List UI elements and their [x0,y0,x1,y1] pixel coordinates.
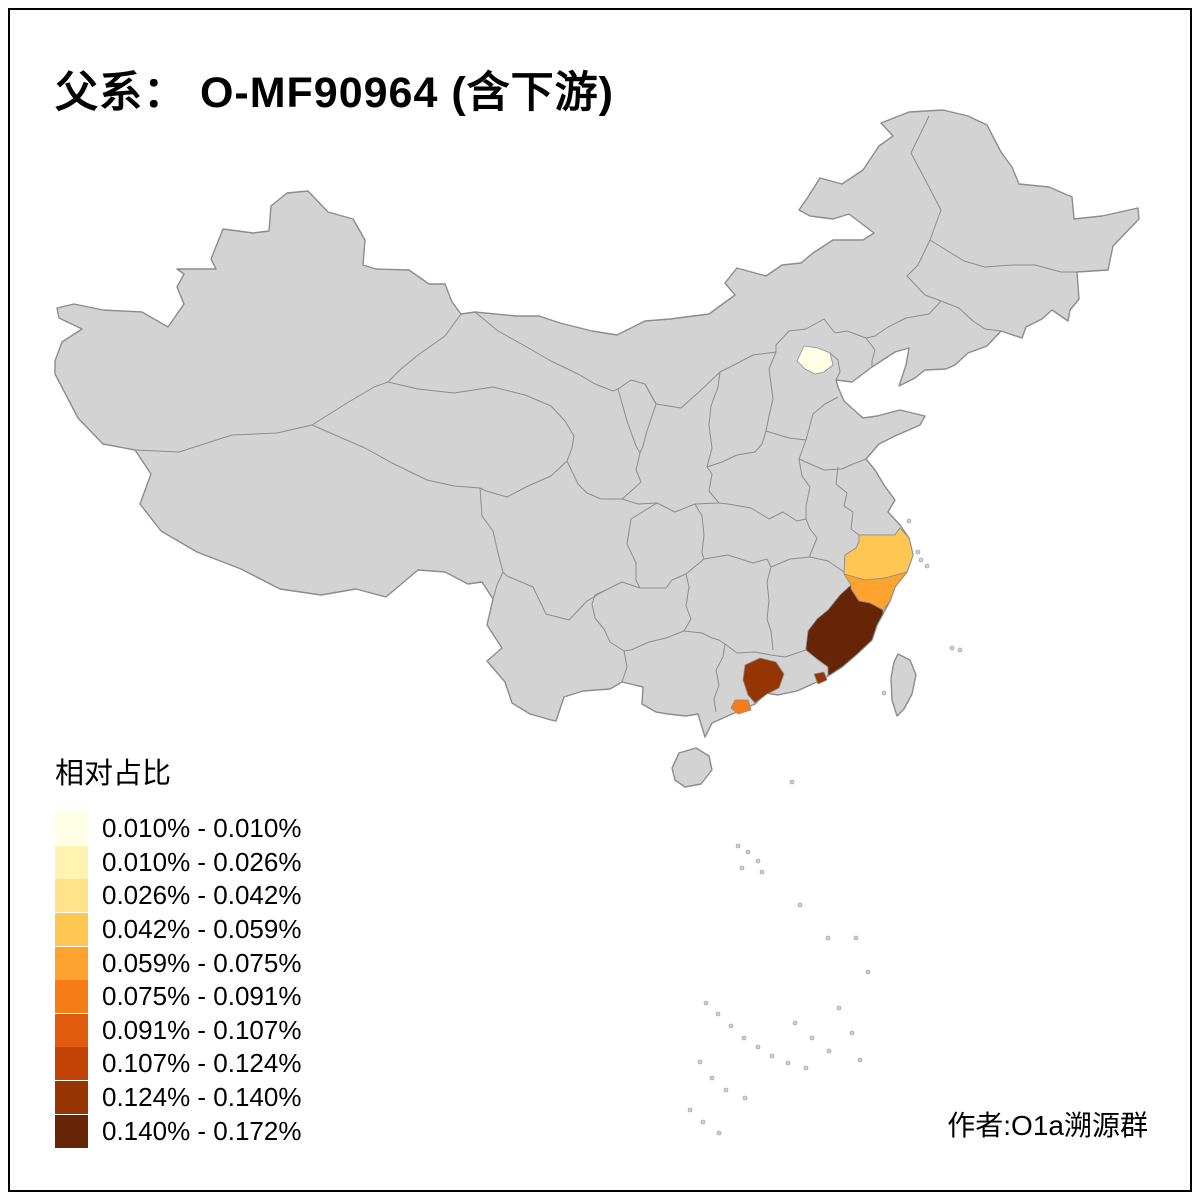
legend-swatch [55,1047,88,1081]
legend-item: 0.010% - 0.010% [55,812,301,846]
region-fujian [805,584,884,677]
legend-swatch [55,1013,88,1047]
legend-item: 0.140% - 0.172% [55,1114,301,1148]
legend-label: 0.091% - 0.107% [102,1014,302,1045]
legend-swatch [55,812,88,846]
legend-label: 0.107% - 0.124% [102,1048,302,1079]
region-southwest-guangdong-coast [730,699,752,715]
legend-swatch [55,946,88,980]
attribution: 作者:O1a溯源群 [947,1110,1148,1141]
legend-swatch [55,1081,88,1115]
legend-label: 0.059% - 0.075% [102,947,302,978]
mainland-china [54,109,1140,738]
legend-label: 0.140% - 0.172% [102,1115,302,1146]
legend-item: 0.107% - 0.124% [55,1047,301,1081]
legend-item: 0.042% - 0.059% [55,913,301,947]
legend-item: 0.010% - 0.026% [55,845,302,880]
hainan-island [671,747,713,788]
highlighted-regions [730,345,914,715]
legend-label: 0.124% - 0.140% [102,1082,302,1113]
legend-items: 0.010% - 0.010% 0.010% - 0.026% 0.026% - 0… [55,812,301,1148]
region-east-guangdong-coast [813,671,828,685]
legend-label: 0.042% - 0.059% [102,914,302,945]
figure-title: 父系： O-MF90964 (含下游) [55,69,614,117]
legend-label: 0.026% - 0.042% [102,880,302,911]
region-pearl-river-delta [742,657,785,704]
legend-swatch [55,879,88,913]
legend-label: 0.075% - 0.091% [102,981,302,1012]
legend-item: 0.026% - 0.042% [55,879,301,913]
legend-title: 相对占比 [55,758,172,790]
legend-label: 0.010% - 0.010% [102,813,302,844]
legend-item: 0.091% - 0.107% [55,1013,302,1048]
south-china-sea-islets [687,518,963,1136]
province-borders [134,115,1077,713]
legend-item: 0.124% - 0.140% [55,1081,301,1115]
region-beijing [796,345,834,375]
legend-item: 0.075% - 0.091% [55,980,301,1014]
legend-label: 0.010% - 0.026% [102,846,302,877]
legend-item: 0.059% - 0.075% [55,946,301,980]
legend-swatch [55,845,88,879]
legend-swatch [55,980,88,1014]
legend: 相对占比 0.010% - 0.010% 0.010% - 0.026% 0.026… [55,750,301,1148]
legend-swatch [55,1114,88,1148]
legend-swatch [55,913,88,947]
taiwan-island [890,653,917,717]
